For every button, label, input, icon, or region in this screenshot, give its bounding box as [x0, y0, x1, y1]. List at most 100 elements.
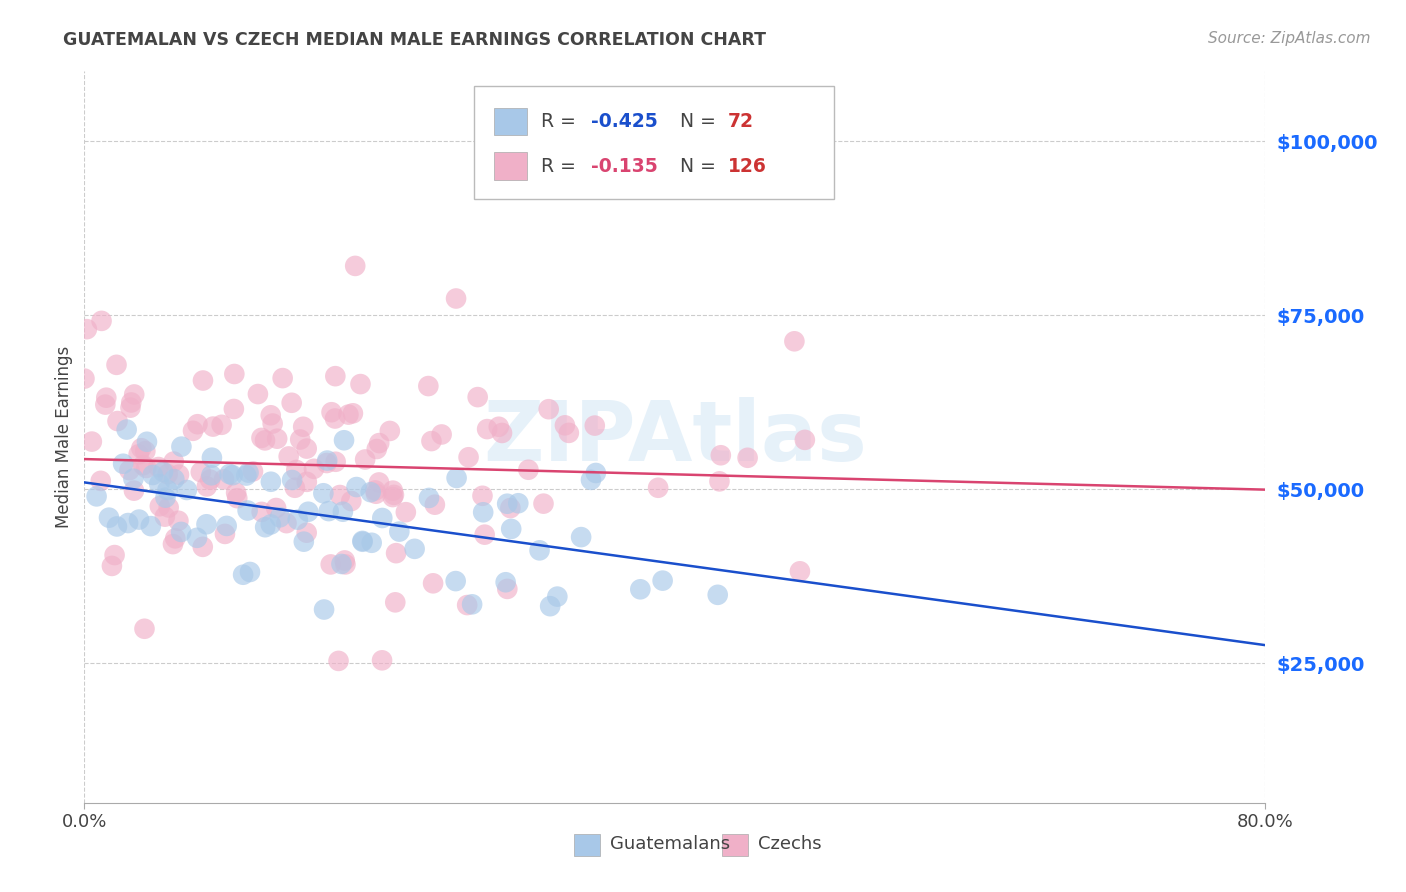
- Point: [90, 474, 112, 488]
- Point: [105, 519, 128, 533]
- Point: [422, 576, 444, 591]
- Point: [202, 419, 225, 434]
- Point: [325, 369, 347, 384]
- Point: [195, 479, 218, 493]
- Y-axis label: Median Male Earnings: Median Male Earnings: [55, 346, 73, 528]
- Point: [332, 505, 354, 519]
- Text: N =: N =: [679, 112, 721, 131]
- Point: [239, 565, 262, 579]
- Point: [340, 494, 363, 508]
- Point: [148, 477, 170, 491]
- Point: [218, 467, 240, 481]
- Point: [155, 491, 177, 505]
- Point: [382, 488, 405, 502]
- Point: [260, 517, 283, 532]
- Point: [461, 598, 484, 612]
- Point: [501, 522, 523, 536]
- Text: -0.135: -0.135: [591, 156, 658, 176]
- Point: [250, 431, 273, 445]
- Point: [214, 527, 236, 541]
- Point: [181, 424, 204, 438]
- Point: [290, 433, 312, 447]
- Point: [316, 453, 339, 467]
- Point: [295, 442, 318, 456]
- Point: [472, 505, 495, 519]
- Point: [269, 510, 291, 524]
- Point: [371, 653, 394, 667]
- Point: [381, 490, 404, 504]
- Point: [529, 543, 551, 558]
- Point: [122, 472, 145, 486]
- Point: [170, 524, 193, 539]
- Point: [253, 434, 276, 448]
- Point: [364, 483, 387, 498]
- Point: [371, 511, 394, 525]
- Point: [360, 536, 382, 550]
- Point: [284, 481, 307, 495]
- Bar: [575, 834, 600, 856]
- Text: ZIPAtlas: ZIPAtlas: [482, 397, 868, 477]
- Point: [360, 485, 382, 500]
- Point: [287, 513, 309, 527]
- Point: [186, 417, 208, 432]
- Point: [346, 480, 368, 494]
- Text: GUATEMALAN VS CZECH MEDIAN MALE EARNINGS CORRELATION CHART: GUATEMALAN VS CZECH MEDIAN MALE EARNINGS…: [63, 31, 766, 49]
- Point: [352, 533, 374, 548]
- Point: [491, 425, 513, 440]
- Point: [200, 468, 222, 483]
- Point: [423, 498, 446, 512]
- Point: [302, 462, 325, 476]
- Point: [232, 567, 254, 582]
- Point: [139, 519, 162, 533]
- Point: [508, 496, 530, 510]
- Point: [277, 450, 299, 464]
- Point: [86, 489, 108, 503]
- Point: [128, 512, 150, 526]
- Point: [101, 558, 124, 573]
- Text: R =: R =: [541, 112, 582, 131]
- Point: [156, 483, 179, 497]
- FancyBboxPatch shape: [474, 86, 834, 200]
- Point: [94, 398, 117, 412]
- Text: Source: ZipAtlas.com: Source: ZipAtlas.com: [1208, 31, 1371, 46]
- Point: [328, 654, 350, 668]
- Point: [167, 467, 190, 482]
- Point: [496, 582, 519, 596]
- Point: [262, 417, 284, 431]
- Point: [710, 448, 733, 462]
- Point: [260, 409, 283, 423]
- Point: [569, 530, 592, 544]
- Point: [323, 411, 346, 425]
- Point: [131, 442, 153, 456]
- Point: [276, 516, 298, 530]
- Point: [212, 472, 235, 486]
- Point: [152, 465, 174, 479]
- Point: [190, 465, 212, 479]
- Point: [789, 564, 811, 578]
- Text: Guatemalans: Guatemalans: [610, 836, 730, 854]
- Point: [318, 504, 340, 518]
- Point: [418, 379, 440, 393]
- Point: [170, 440, 193, 454]
- Point: [325, 455, 347, 469]
- Point: [706, 588, 728, 602]
- Point: [221, 468, 243, 483]
- Point: [579, 473, 602, 487]
- Point: [254, 520, 277, 534]
- Point: [260, 475, 283, 489]
- Point: [163, 454, 186, 468]
- Point: [366, 442, 388, 456]
- Point: [335, 558, 357, 572]
- Point: [80, 434, 103, 449]
- Point: [329, 488, 352, 502]
- Point: [153, 509, 176, 524]
- Point: [191, 540, 214, 554]
- Point: [292, 419, 315, 434]
- Point: [135, 461, 157, 475]
- Point: [176, 483, 198, 497]
- Text: -0.425: -0.425: [591, 112, 658, 131]
- Point: [225, 485, 247, 500]
- Point: [368, 475, 391, 490]
- Point: [149, 499, 172, 513]
- Point: [266, 432, 288, 446]
